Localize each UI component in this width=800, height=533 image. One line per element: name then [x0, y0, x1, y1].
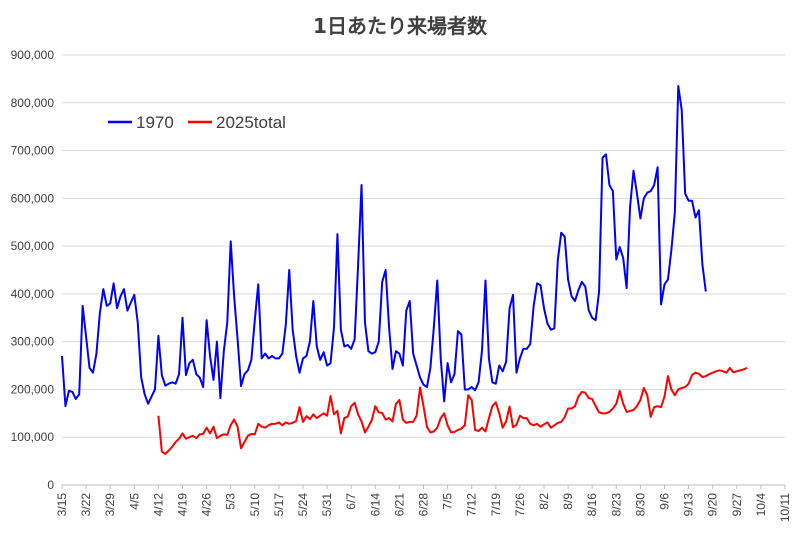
x-tick-label: 8/23 [609, 493, 623, 517]
x-tick-label: 8/2 [537, 493, 551, 510]
y-tick-label: 400,000 [11, 287, 55, 301]
grid-lines [62, 54, 785, 486]
x-tick-label: 6/21 [392, 493, 406, 517]
x-axis-ticks: 3/15 3/22 3/29 4/5 4/12 4/19 4/26 5/3 5/10 5/17 5/… [55, 485, 792, 522]
x-tick-label: 5/24 [296, 493, 310, 517]
x-tick-label: 6/7 [344, 493, 358, 510]
legend: 1970 2025total [108, 113, 286, 132]
series-line-1970 [61, 85, 707, 408]
y-tick-label: 900,000 [11, 48, 55, 62]
x-tick-label: 8/30 [633, 493, 647, 517]
y-tick-label: 0 [47, 478, 54, 492]
x-tick-label: 7/5 [441, 493, 455, 510]
y-tick-label: 700,000 [11, 144, 55, 158]
y-tick-label: 200,000 [11, 382, 55, 396]
x-tick-label: 8/16 [585, 493, 599, 517]
x-tick-label: 7/12 [465, 493, 479, 517]
y-tick-label: 500,000 [11, 239, 55, 253]
y-axis-ticks: 0 100,000 200,000 300,000 400,000 500,000 600,… [11, 48, 55, 492]
x-tick-label: 7/19 [489, 493, 503, 517]
x-tick-label: 9/6 [658, 493, 672, 510]
x-tick-label: 5/17 [272, 493, 286, 517]
x-tick-label: 8/9 [561, 493, 575, 510]
y-tick-label: 100,000 [11, 430, 55, 444]
x-tick-label: 9/13 [682, 493, 696, 517]
x-tick-label: 4/5 [127, 493, 141, 510]
x-tick-label: 3/15 [55, 493, 69, 517]
x-tick-label: 4/19 [176, 493, 190, 517]
x-tick-label: 9/27 [730, 493, 744, 517]
series-lines [61, 85, 748, 455]
x-tick-label: 5/31 [320, 493, 334, 517]
y-tick-label: 600,000 [11, 191, 55, 205]
x-tick-label: 5/3 [224, 493, 238, 510]
x-tick-label: 7/26 [513, 493, 527, 517]
x-tick-label: 5/10 [248, 493, 262, 517]
x-tick-label: 3/29 [103, 493, 117, 517]
legend-label-2025total: 2025total [216, 113, 286, 132]
y-tick-label: 300,000 [11, 335, 55, 349]
y-tick-label: 800,000 [11, 96, 55, 110]
x-tick-label: 4/12 [151, 493, 165, 517]
x-tick-label: 6/28 [417, 493, 431, 517]
chart-title: 1日あたり来場者数 [313, 14, 488, 38]
x-tick-label: 3/22 [79, 493, 93, 517]
x-tick-label: 4/26 [200, 493, 214, 517]
x-tick-label: 10/4 [754, 493, 768, 517]
x-tick-label: 6/14 [368, 493, 382, 517]
series-line-2025total [157, 366, 748, 455]
x-tick-label: 10/11 [778, 493, 792, 522]
legend-label-1970: 1970 [136, 113, 174, 132]
x-tick-label: 9/20 [706, 493, 720, 517]
